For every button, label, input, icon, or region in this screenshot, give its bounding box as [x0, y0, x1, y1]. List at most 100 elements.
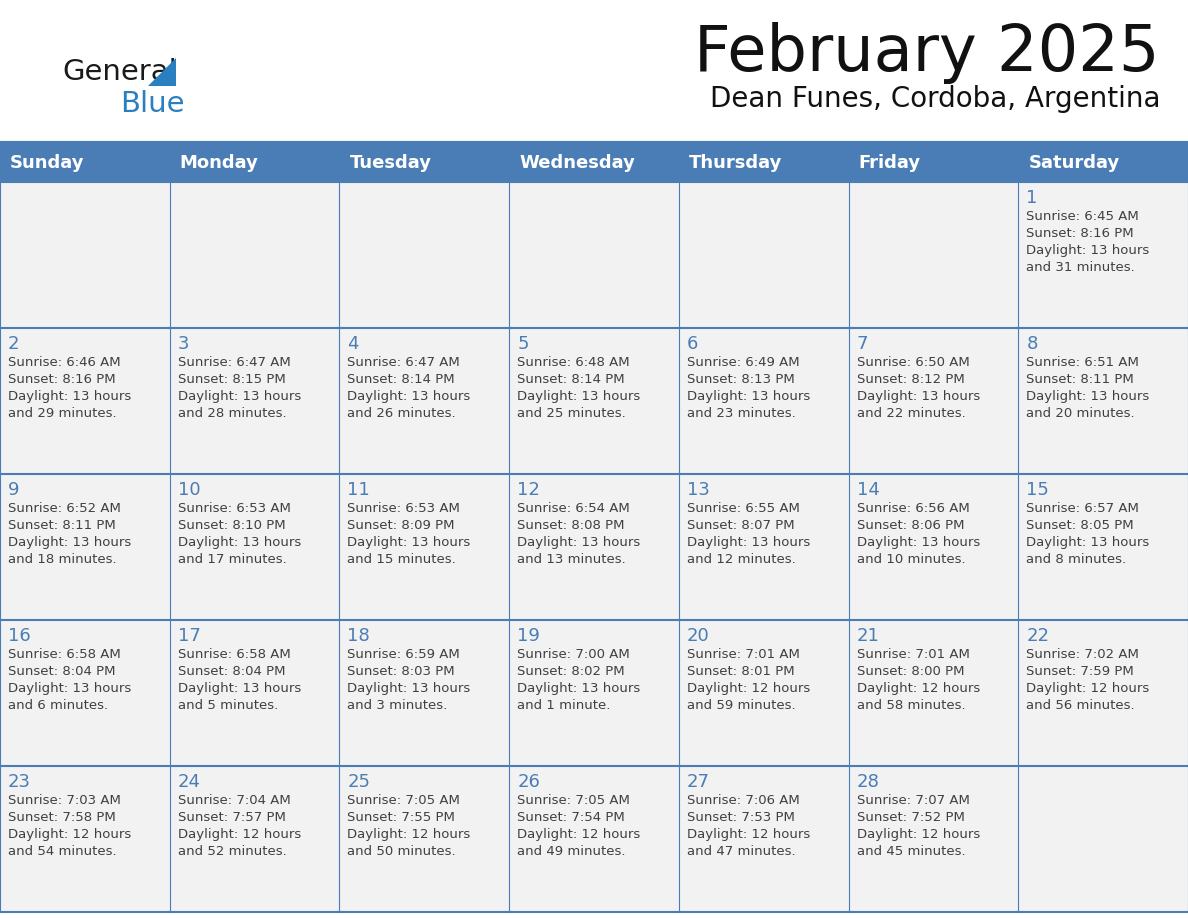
Text: Daylight: 13 hours: Daylight: 13 hours — [517, 536, 640, 549]
Text: Sunrise: 6:46 AM: Sunrise: 6:46 AM — [8, 356, 121, 369]
Text: Sunset: 8:04 PM: Sunset: 8:04 PM — [8, 665, 115, 678]
Text: Sunrise: 6:47 AM: Sunrise: 6:47 AM — [178, 356, 290, 369]
Text: and 56 minutes.: and 56 minutes. — [1026, 699, 1135, 712]
Text: and 1 minute.: and 1 minute. — [517, 699, 611, 712]
Text: Sunset: 7:52 PM: Sunset: 7:52 PM — [857, 811, 965, 824]
Polygon shape — [148, 58, 176, 86]
Text: Sunrise: 6:55 AM: Sunrise: 6:55 AM — [687, 502, 800, 515]
Text: Sunset: 8:15 PM: Sunset: 8:15 PM — [178, 373, 285, 386]
Text: 17: 17 — [178, 627, 201, 645]
Text: Daylight: 13 hours: Daylight: 13 hours — [8, 390, 131, 403]
Text: 9: 9 — [8, 481, 19, 499]
Text: Sunrise: 6:48 AM: Sunrise: 6:48 AM — [517, 356, 630, 369]
Bar — [0, 620, 1188, 766]
Text: Sunrise: 7:01 AM: Sunrise: 7:01 AM — [857, 648, 969, 661]
Text: and 25 minutes.: and 25 minutes. — [517, 407, 626, 420]
Text: 13: 13 — [687, 481, 709, 499]
Text: 10: 10 — [178, 481, 201, 499]
Text: Sunrise: 7:05 AM: Sunrise: 7:05 AM — [517, 794, 630, 807]
Text: Sunset: 8:14 PM: Sunset: 8:14 PM — [347, 373, 455, 386]
Text: 5: 5 — [517, 335, 529, 353]
Text: Daylight: 13 hours: Daylight: 13 hours — [1026, 390, 1150, 403]
Text: Sunrise: 6:51 AM: Sunrise: 6:51 AM — [1026, 356, 1139, 369]
Text: and 15 minutes.: and 15 minutes. — [347, 553, 456, 566]
Text: Sunset: 7:54 PM: Sunset: 7:54 PM — [517, 811, 625, 824]
Text: Daylight: 12 hours: Daylight: 12 hours — [347, 828, 470, 841]
Text: Sunrise: 6:54 AM: Sunrise: 6:54 AM — [517, 502, 630, 515]
Text: Sunset: 7:58 PM: Sunset: 7:58 PM — [8, 811, 115, 824]
Text: 26: 26 — [517, 773, 541, 791]
Text: Daylight: 13 hours: Daylight: 13 hours — [8, 536, 131, 549]
Text: Sunset: 7:55 PM: Sunset: 7:55 PM — [347, 811, 455, 824]
Text: Blue: Blue — [120, 90, 184, 118]
Text: 6: 6 — [687, 335, 699, 353]
Text: General: General — [62, 58, 177, 86]
Text: Sunrise: 6:53 AM: Sunrise: 6:53 AM — [347, 502, 460, 515]
Text: Daylight: 13 hours: Daylight: 13 hours — [178, 390, 301, 403]
Text: Sunrise: 6:58 AM: Sunrise: 6:58 AM — [8, 648, 121, 661]
Text: Sunset: 8:16 PM: Sunset: 8:16 PM — [8, 373, 115, 386]
Text: Sunset: 8:08 PM: Sunset: 8:08 PM — [517, 519, 625, 532]
Text: and 47 minutes.: and 47 minutes. — [687, 845, 796, 858]
Text: Sunrise: 6:53 AM: Sunrise: 6:53 AM — [178, 502, 291, 515]
Text: Sunset: 8:11 PM: Sunset: 8:11 PM — [8, 519, 115, 532]
Text: Daylight: 13 hours: Daylight: 13 hours — [8, 682, 131, 695]
Text: Daylight: 12 hours: Daylight: 12 hours — [517, 828, 640, 841]
Text: and 20 minutes.: and 20 minutes. — [1026, 407, 1135, 420]
Text: Sunset: 8:10 PM: Sunset: 8:10 PM — [178, 519, 285, 532]
Bar — [0, 766, 1188, 912]
Text: Sunset: 7:57 PM: Sunset: 7:57 PM — [178, 811, 285, 824]
Text: and 54 minutes.: and 54 minutes. — [8, 845, 116, 858]
Text: Sunset: 8:06 PM: Sunset: 8:06 PM — [857, 519, 965, 532]
Text: Sunset: 8:01 PM: Sunset: 8:01 PM — [687, 665, 795, 678]
Text: Sunset: 8:07 PM: Sunset: 8:07 PM — [687, 519, 795, 532]
Text: and 3 minutes.: and 3 minutes. — [347, 699, 448, 712]
Text: 20: 20 — [687, 627, 709, 645]
Text: Daylight: 12 hours: Daylight: 12 hours — [687, 682, 810, 695]
Text: Dean Funes, Cordoba, Argentina: Dean Funes, Cordoba, Argentina — [709, 85, 1159, 113]
Text: Daylight: 13 hours: Daylight: 13 hours — [517, 682, 640, 695]
Text: Sunrise: 6:49 AM: Sunrise: 6:49 AM — [687, 356, 800, 369]
Text: February 2025: February 2025 — [695, 22, 1159, 84]
Text: Sunrise: 6:58 AM: Sunrise: 6:58 AM — [178, 648, 290, 661]
Text: and 18 minutes.: and 18 minutes. — [8, 553, 116, 566]
Text: Daylight: 13 hours: Daylight: 13 hours — [687, 390, 810, 403]
Text: Daylight: 13 hours: Daylight: 13 hours — [347, 390, 470, 403]
Text: and 10 minutes.: and 10 minutes. — [857, 553, 965, 566]
Text: Sunrise: 7:03 AM: Sunrise: 7:03 AM — [8, 794, 121, 807]
Text: and 58 minutes.: and 58 minutes. — [857, 699, 965, 712]
Text: and 31 minutes.: and 31 minutes. — [1026, 261, 1135, 274]
Text: Daylight: 13 hours: Daylight: 13 hours — [178, 536, 301, 549]
Text: Sunrise: 6:52 AM: Sunrise: 6:52 AM — [8, 502, 121, 515]
Bar — [0, 474, 1188, 620]
Text: Daylight: 12 hours: Daylight: 12 hours — [1026, 682, 1150, 695]
Text: and 52 minutes.: and 52 minutes. — [178, 845, 286, 858]
Text: Sunrise: 6:47 AM: Sunrise: 6:47 AM — [347, 356, 460, 369]
Text: Daylight: 13 hours: Daylight: 13 hours — [687, 536, 810, 549]
Text: Sunset: 8:05 PM: Sunset: 8:05 PM — [1026, 519, 1133, 532]
Text: 15: 15 — [1026, 481, 1049, 499]
Text: Daylight: 13 hours: Daylight: 13 hours — [1026, 536, 1150, 549]
Text: Sunrise: 6:56 AM: Sunrise: 6:56 AM — [857, 502, 969, 515]
Text: Tuesday: Tuesday — [349, 154, 431, 173]
Text: and 28 minutes.: and 28 minutes. — [178, 407, 286, 420]
Text: Sunrise: 7:05 AM: Sunrise: 7:05 AM — [347, 794, 460, 807]
Text: Daylight: 13 hours: Daylight: 13 hours — [178, 682, 301, 695]
Text: Sunset: 8:12 PM: Sunset: 8:12 PM — [857, 373, 965, 386]
Text: 27: 27 — [687, 773, 710, 791]
Bar — [0, 328, 1188, 474]
Text: Sunset: 8:03 PM: Sunset: 8:03 PM — [347, 665, 455, 678]
Text: Sunset: 8:00 PM: Sunset: 8:00 PM — [857, 665, 965, 678]
Text: Sunset: 8:13 PM: Sunset: 8:13 PM — [687, 373, 795, 386]
Text: 21: 21 — [857, 627, 879, 645]
Text: 23: 23 — [8, 773, 31, 791]
Text: Sunrise: 7:01 AM: Sunrise: 7:01 AM — [687, 648, 800, 661]
Text: 3: 3 — [178, 335, 189, 353]
Text: and 29 minutes.: and 29 minutes. — [8, 407, 116, 420]
Text: Sunrise: 6:57 AM: Sunrise: 6:57 AM — [1026, 502, 1139, 515]
Text: Daylight: 13 hours: Daylight: 13 hours — [857, 390, 980, 403]
Text: Sunset: 7:53 PM: Sunset: 7:53 PM — [687, 811, 795, 824]
Text: Sunset: 8:09 PM: Sunset: 8:09 PM — [347, 519, 455, 532]
Text: and 23 minutes.: and 23 minutes. — [687, 407, 796, 420]
Text: and 13 minutes.: and 13 minutes. — [517, 553, 626, 566]
